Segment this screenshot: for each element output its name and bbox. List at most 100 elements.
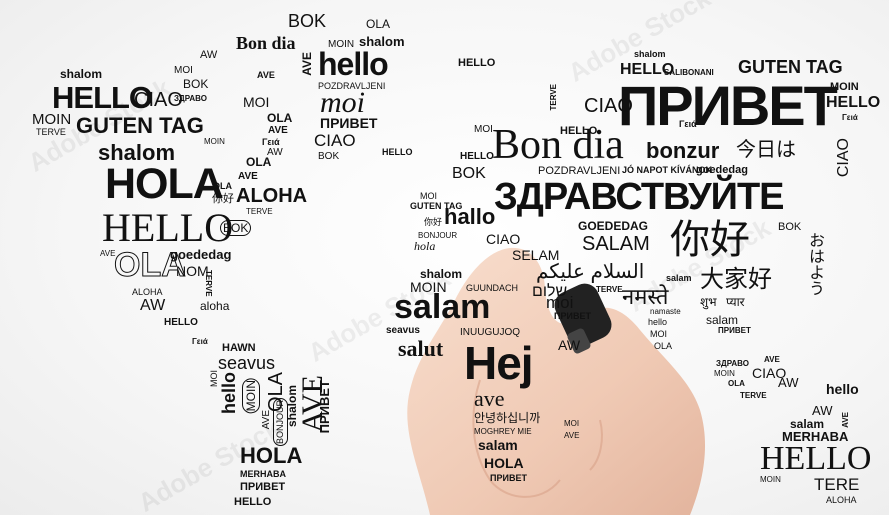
greeting-word: HELLO: [458, 57, 496, 69]
greeting-word: AW: [812, 403, 833, 418]
greeting-word: HELLO: [234, 496, 272, 508]
greeting-word: AVE: [238, 171, 258, 182]
greeting-word: MOI: [174, 65, 193, 76]
greeting-word: ПРИВЕТ: [490, 473, 527, 483]
greeting-word: AVE: [261, 410, 272, 430]
greeting-word: Γειά: [192, 337, 208, 346]
greeting-word: AVE: [841, 412, 850, 428]
greeting-word: AW: [200, 49, 218, 61]
greeting-word: HAWN: [222, 342, 256, 354]
greeting-word: TERE: [814, 475, 860, 494]
greeting-word: नमस्ते: [622, 284, 669, 309]
greeting-word: GUTEN TAG: [410, 201, 463, 211]
greeting-word: MOI: [650, 329, 667, 339]
greeting-word: MOIN: [242, 378, 260, 414]
greeting-word: MOIN: [830, 81, 859, 93]
greeting-word: GUTEN TAG: [738, 57, 843, 77]
greeting-word: ALOHA: [132, 287, 163, 297]
greeting-word: HOLA: [484, 455, 524, 471]
greeting-word: MOIN: [760, 475, 781, 484]
greeting-word: CIAO: [584, 95, 633, 117]
greeting-word: 你好: [212, 193, 234, 205]
greeting-word: OLA: [114, 246, 187, 284]
greeting-word: MOI: [474, 124, 493, 135]
greeting-word: 大家好: [700, 266, 772, 293]
greeting-word: MOI: [209, 370, 219, 387]
greeting-word: shalom: [98, 140, 176, 165]
greeting-word: AW: [140, 297, 166, 314]
greeting-word: HELLO: [164, 317, 198, 328]
greeting-word: ПРИВЕТ: [554, 311, 591, 321]
greeting-word: hallo: [444, 204, 496, 229]
greeting-word: POZDRAVLJENI: [318, 81, 386, 91]
greeting-word: salam: [666, 273, 692, 283]
greeting-word: hello: [318, 46, 389, 82]
greeting-word: JÓ NAPOT KÍVÁNOK: [622, 165, 713, 175]
greeting-word: seavus: [386, 325, 420, 336]
greeting-word: 안녕하십니까: [474, 411, 541, 425]
greeting-word: HELLO: [620, 61, 675, 78]
greeting-word: INUUGUJOQ: [460, 327, 520, 338]
greeting-word: शुभ: [700, 295, 717, 309]
greeting-word: CIAO: [486, 231, 521, 247]
greeting-word: GUTEN TAG: [76, 113, 204, 138]
greeting-word: AVE: [300, 52, 314, 76]
greeting-word: TERVE: [36, 127, 66, 137]
greeting-word: salam: [478, 437, 518, 453]
greeting-word: HELLO: [826, 94, 881, 111]
greeting-word: BOK: [318, 151, 340, 162]
greeting-word: GOEDEDAG: [578, 219, 649, 233]
greeting-word: AVE: [268, 125, 288, 136]
greeting-word: salam: [790, 417, 825, 431]
greeting-word: प्यार: [726, 295, 745, 309]
greeting-word: HELLO: [460, 151, 494, 162]
greeting-word: salut: [398, 336, 444, 361]
greeting-word: shalom: [359, 34, 405, 49]
greeting-word: AW: [778, 375, 799, 390]
greeting-word: hello: [826, 381, 859, 397]
greeting-word: OLA: [366, 17, 391, 31]
greeting-word: OLA: [654, 341, 673, 351]
greeting-word: MOIN: [714, 369, 735, 378]
greeting-word: HOLA: [105, 160, 224, 208]
greeting-word: السلام عليكم: [536, 261, 645, 283]
greeting-word: AVE: [257, 70, 275, 80]
greeting-word: Bon dia: [492, 122, 624, 168]
greeting-word: NOM: [176, 263, 209, 279]
greeting-word: moi: [320, 86, 365, 119]
greeting-word: CIAO: [835, 138, 852, 178]
greeting-word: Bon dia: [236, 33, 296, 53]
greeting-word: TERVE: [740, 391, 767, 400]
greeting-word: bonzur: [646, 138, 720, 163]
greeting-word: OLA: [267, 111, 293, 125]
greeting-word: HELLO: [52, 80, 153, 115]
greeting-word: BOK: [288, 11, 327, 31]
greeting-word: MOIN: [410, 279, 447, 295]
greeting-word: OLA: [246, 155, 272, 169]
greeting-word: goededag: [170, 247, 232, 262]
greeting-word: MOI: [243, 94, 270, 110]
greeting-word: hello: [219, 372, 239, 415]
greeting-word: goededag: [696, 164, 748, 176]
greeting-word: MERHABA: [240, 469, 286, 479]
greeting-word: shalom: [60, 67, 103, 81]
greeting-word: salam: [394, 288, 491, 326]
greeting-word: 你好: [670, 218, 750, 262]
greeting-word: Hej: [464, 337, 534, 389]
greeting-word: salam: [706, 313, 739, 327]
greeting-word: AW: [267, 147, 283, 158]
greeting-word: MOI: [420, 191, 437, 201]
greeting-word: AVE: [296, 375, 329, 433]
greeting-word: AVE: [764, 355, 780, 364]
greeting-word: BOK: [183, 77, 209, 91]
greeting-word: TERVE: [549, 84, 558, 111]
greeting-word: TERVE: [246, 207, 273, 216]
greeting-word: BONJOUR: [418, 231, 458, 240]
greeting-word: Γειά: [842, 113, 858, 122]
greeting-word: BOK: [452, 165, 486, 182]
greeting-word: BOK: [220, 220, 252, 236]
greeting-word: AVE: [100, 249, 116, 258]
greeting-word: Γειά: [262, 137, 280, 147]
